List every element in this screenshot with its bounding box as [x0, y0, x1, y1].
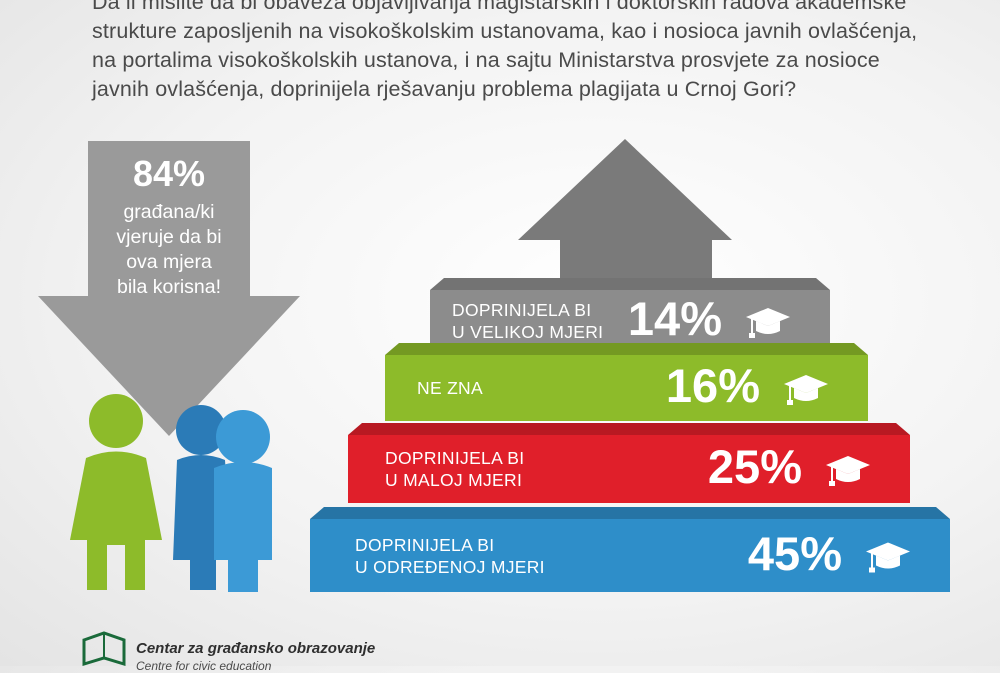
callout: 84% građana/ki vjeruje da bi ova mjera b… [88, 154, 250, 300]
category-label-line: U MALOJ MJERI [385, 470, 523, 490]
question-line: Da li mislite da bi obaveza objavljivanj… [92, 0, 907, 14]
category-label-line: U VELIKOJ MJERI [452, 322, 604, 342]
step-top [385, 343, 868, 355]
callout-line: bila korisna! [116, 276, 222, 298]
book-logo-icon [82, 631, 126, 666]
bar-step [385, 355, 868, 421]
bar-step [310, 519, 950, 592]
step-top [348, 423, 910, 435]
category-label: NE ZNA [417, 377, 483, 399]
callout-line: ova mjera [126, 251, 212, 273]
category-label-line: DOPRINIJELA BI [452, 300, 592, 320]
category-label-line: DOPRINIJELA BI [355, 534, 495, 555]
callout-text: građana/ki vjeruje da bi ova mjera bila … [88, 200, 250, 300]
category-label-line: NE ZNA [417, 378, 483, 398]
arrow-down-icon [38, 141, 300, 436]
graduation-cap-icon [746, 308, 790, 338]
logo-subtext: Centre for civic education [136, 659, 272, 673]
people-icon [70, 394, 272, 592]
category-label-line: U ODREĐENOJ MJERI [355, 556, 545, 577]
callout-line: vjeruje da bi [116, 226, 222, 248]
graduation-cap-icon [866, 542, 910, 573]
data-label: 14% [627, 292, 722, 345]
pyramid-steps [310, 278, 950, 592]
callout-percent: 84% [132, 153, 206, 194]
data-label: 25% [707, 440, 802, 493]
question-text: Da li mislite da bi obaveza objavljivanj… [92, 0, 954, 104]
step-top [310, 507, 950, 519]
category-label: DOPRINIJELA BI U ODREĐENOJ MJERI [355, 534, 545, 578]
callout-line: građana/ki [123, 201, 215, 223]
question-line: strukture zaposljenih na visokoškolskim … [92, 19, 918, 43]
category-label: DOPRINIJELA BI U VELIKOJ MJERI [452, 299, 603, 343]
bar-step [348, 435, 910, 503]
graduation-cap-icon [826, 456, 870, 486]
arrow-up-icon [518, 139, 732, 278]
category-label: DOPRINIJELA BI U MALOJ MJERI [385, 447, 524, 491]
data-label: 45% [747, 526, 842, 580]
logo-text: Centar za građansko obrazovanje [136, 640, 376, 657]
category-label-line: DOPRINIJELA BI [385, 448, 525, 468]
data-label: 16% [665, 359, 760, 412]
question-line: na portalima visokoškolskih ustanova, i … [92, 48, 880, 72]
step-top [430, 278, 830, 290]
question-line: javnih ovlašćenja, doprinijela rješavanj… [92, 77, 797, 101]
graduation-cap-icon [784, 375, 828, 405]
